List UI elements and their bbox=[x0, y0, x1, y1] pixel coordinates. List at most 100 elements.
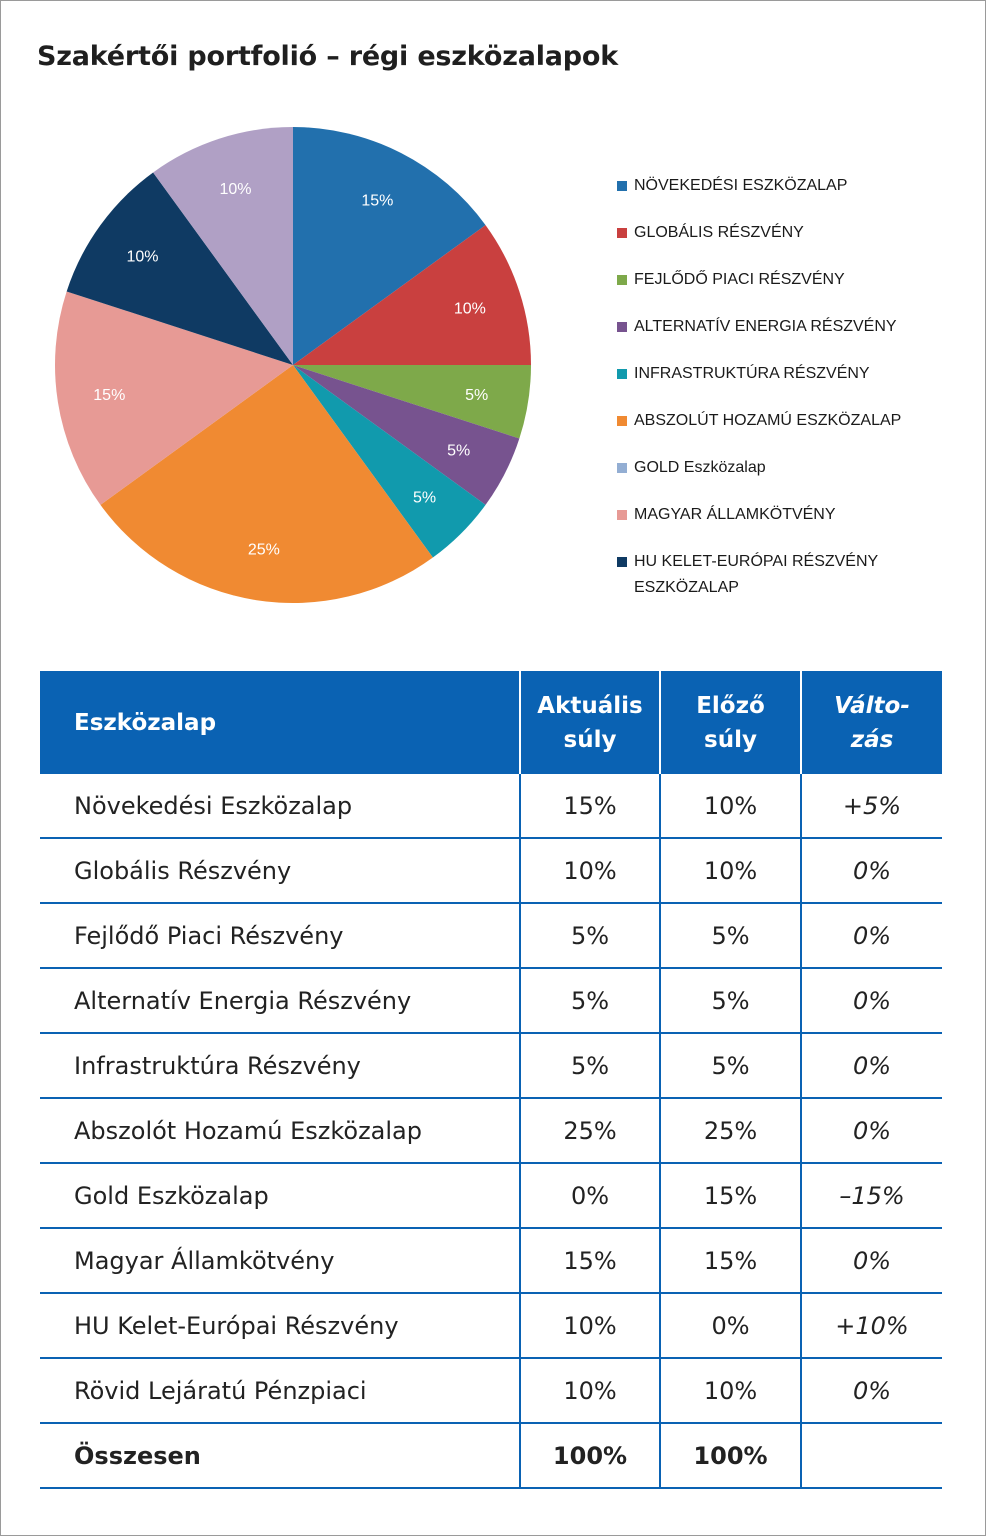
header-current-weight-line1: Aktuális bbox=[537, 692, 643, 719]
pie-slice bbox=[153, 127, 293, 365]
total-previous-weight: 100% bbox=[660, 1423, 802, 1489]
current-weight: 15% bbox=[520, 1228, 661, 1294]
table-row: HU Kelet-Európai Részvény 10% 0% +10% bbox=[40, 1293, 942, 1359]
legend-swatch bbox=[617, 275, 627, 285]
pie-slice bbox=[293, 365, 520, 505]
weight-change: 0% bbox=[801, 1358, 942, 1424]
pie-slice-label: 5% bbox=[465, 387, 488, 404]
legend-label: HU KELET-EURÓPAI RÉSZVÉNY bbox=[634, 553, 879, 570]
fund-name: Magyar Államkötvény bbox=[40, 1228, 521, 1294]
pie-slice bbox=[66, 172, 294, 365]
legend-label: FEJLŐDŐ PIACI RÉSZVÉNY bbox=[634, 271, 845, 288]
weight-change: 0% bbox=[801, 1098, 942, 1164]
previous-weight: 25% bbox=[660, 1098, 802, 1164]
pie-slice-label: 25% bbox=[248, 542, 280, 559]
legend-item: INFRASTRUKTÚRA RÉSZVÉNY bbox=[617, 361, 957, 408]
header-current-weight: Aktuális súly bbox=[520, 671, 661, 774]
weight-change: 0% bbox=[801, 838, 942, 904]
legend-label: INFRASTRUKTÚRA RÉSZVÉNY bbox=[634, 365, 870, 382]
header-previous-weight-line2: súly bbox=[704, 726, 757, 753]
page-title: Szakértői portfolió – régi eszközalapok bbox=[37, 41, 619, 72]
current-weight: 10% bbox=[520, 1293, 661, 1359]
current-weight: 15% bbox=[520, 774, 661, 839]
fund-name: Globális Részvény bbox=[40, 838, 521, 904]
legend-item: ALTERNATÍV ENERGIA RÉSZVÉNY bbox=[617, 314, 957, 361]
header-fund: Eszközalap bbox=[40, 671, 521, 774]
pie-slice-label: 5% bbox=[413, 490, 436, 507]
legend-swatch bbox=[617, 416, 627, 426]
legend-item: MAGYAR ÁLLAMKÖTVÉNY bbox=[617, 502, 957, 549]
legend-item: GLOBÁLIS RÉSZVÉNY bbox=[617, 220, 957, 267]
header-previous-weight: Előző súly bbox=[660, 671, 802, 774]
weight-change: +10% bbox=[801, 1293, 942, 1359]
current-weight: 0% bbox=[520, 1163, 661, 1229]
pie-slice-label: 10% bbox=[219, 181, 251, 198]
header-change-line1: Válto- bbox=[834, 692, 910, 719]
table-row: Növekedési Eszközalap 15% 10% +5% bbox=[40, 774, 942, 839]
pie-slice bbox=[100, 365, 433, 604]
current-weight: 10% bbox=[520, 1358, 661, 1424]
header-change: Válto- zás bbox=[801, 671, 942, 774]
pie-slice bbox=[293, 225, 531, 365]
fund-name: Rövid Lejáratú Pénzpiaci bbox=[40, 1358, 521, 1424]
fund-name: Gold Eszközalap bbox=[40, 1163, 521, 1229]
weight-change: 0% bbox=[801, 1033, 942, 1099]
weight-change: 0% bbox=[801, 1228, 942, 1294]
legend-label: GLOBÁLIS RÉSZVÉNY bbox=[634, 224, 804, 241]
legend-label: ALTERNATÍV ENERGIA RÉSZVÉNY bbox=[634, 318, 897, 335]
pie-slice-label: 5% bbox=[447, 442, 470, 459]
legend-swatch bbox=[617, 322, 627, 332]
legend-swatch bbox=[617, 557, 627, 567]
total-current-weight: 100% bbox=[520, 1423, 661, 1489]
table-row: Gold Eszközalap 0% 15% –15% bbox=[40, 1163, 942, 1229]
previous-weight: 5% bbox=[660, 968, 802, 1034]
table-row: Infrastruktúra Részvény 5% 5% 0% bbox=[40, 1033, 942, 1099]
fund-name: Növekedési Eszközalap bbox=[40, 774, 521, 839]
pie-slice-label: 15% bbox=[93, 387, 125, 404]
table-row: Rövid Lejáratú Pénzpiaci 10% 10% 0% bbox=[40, 1358, 942, 1424]
chart-legend: NÖVEKEDÉSI ESZKÖZALAP GLOBÁLIS RÉSZVÉNY FE… bbox=[617, 173, 957, 596]
legend-item: ABSZOLÚT HOZAMÚ ESZKÖZALAP bbox=[617, 408, 957, 455]
pie-slice-label: 15% bbox=[361, 192, 393, 209]
legend-label-line2: ESZKÖZALAP bbox=[634, 579, 739, 596]
pie-slice-label: 10% bbox=[126, 249, 158, 266]
pie-slice-label: 10% bbox=[454, 301, 486, 318]
current-weight: 5% bbox=[520, 903, 661, 969]
previous-weight: 0% bbox=[660, 1293, 802, 1359]
legend-item: FEJLŐDŐ PIACI RÉSZVÉNY bbox=[617, 267, 957, 314]
table-row: Globális Részvény 10% 10% 0% bbox=[40, 838, 942, 904]
current-weight: 5% bbox=[520, 968, 661, 1034]
previous-weight: 5% bbox=[660, 1033, 802, 1099]
legend-swatch bbox=[617, 369, 627, 379]
table-row: Alternatív Energia Részvény 5% 5% 0% bbox=[40, 968, 942, 1034]
header-previous-weight-line1: Előző bbox=[696, 692, 765, 719]
fund-name: Abszolót Hozamú Eszközalap bbox=[40, 1098, 521, 1164]
legend-swatch bbox=[617, 510, 627, 520]
pie-slice bbox=[54, 291, 293, 505]
previous-weight: 10% bbox=[660, 1358, 802, 1424]
total-change bbox=[801, 1423, 942, 1489]
pie-chart: 15% 10% 5% 5% 5% 25% 15% 10% 10% bbox=[54, 127, 531, 604]
fund-name: HU Kelet-Európai Részvény bbox=[40, 1293, 521, 1359]
pie-slice bbox=[293, 365, 531, 439]
header-change-line2: zás bbox=[850, 726, 894, 753]
current-weight: 5% bbox=[520, 1033, 661, 1099]
current-weight: 25% bbox=[520, 1098, 661, 1164]
weight-change: +5% bbox=[801, 774, 942, 839]
previous-weight: 10% bbox=[660, 774, 802, 839]
total-label: Összesen bbox=[40, 1423, 521, 1489]
fund-name: Infrastruktúra Részvény bbox=[40, 1033, 521, 1099]
legend-label: GOLD Eszközalap bbox=[634, 459, 766, 476]
table-row: Fejlődő Piaci Részvény 5% 5% 0% bbox=[40, 903, 942, 969]
legend-item: HU KELET-EURÓPAI RÉSZVÉNY ESZKÖZALAP bbox=[617, 549, 957, 596]
allocation-table: Eszközalap Aktuális súly Előző súly Vált… bbox=[40, 671, 942, 1489]
table-row: Abszolót Hozamú Eszközalap 25% 25% 0% bbox=[40, 1098, 942, 1164]
previous-weight: 15% bbox=[660, 1228, 802, 1294]
table-total-row: Összesen 100% 100% bbox=[40, 1423, 942, 1489]
previous-weight: 5% bbox=[660, 903, 802, 969]
legend-item: GOLD Eszközalap bbox=[617, 455, 957, 502]
weight-change: 0% bbox=[801, 968, 942, 1034]
table-header-row: Eszközalap Aktuális súly Előző súly Vált… bbox=[40, 671, 942, 774]
pie-slice bbox=[293, 127, 486, 365]
